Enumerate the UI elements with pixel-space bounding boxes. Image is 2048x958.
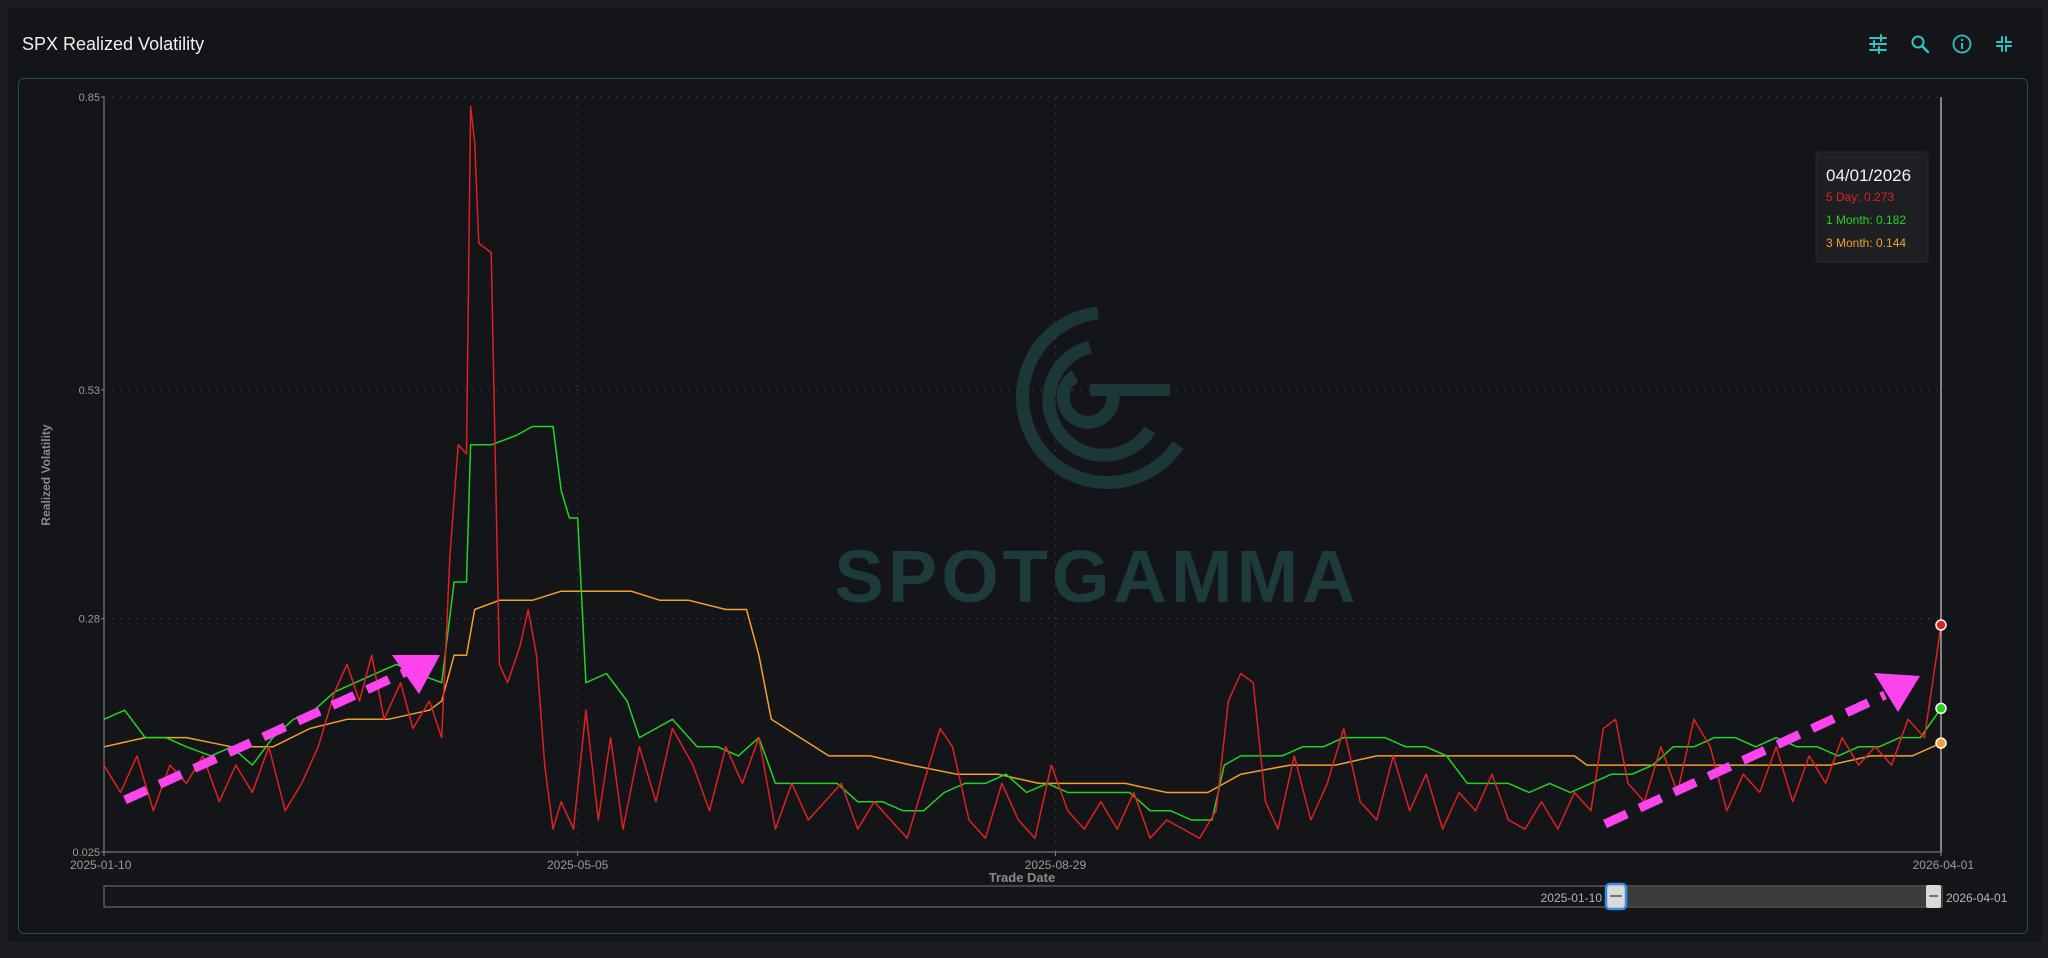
end-point-3-month: [1935, 737, 1947, 749]
tooltip: 04/01/2026 5 Day: 0.273 1 Month: 0.182 3…: [1815, 151, 1929, 263]
zoom-search-icon[interactable]: [1906, 30, 1934, 58]
collapse-icon[interactable]: [1990, 30, 2018, 58]
y-axis-label: Realized Volatility: [39, 424, 53, 525]
series-layer: [103, 105, 1942, 840]
chart-panel: [8, 8, 2042, 942]
series-line-3-month: [103, 590, 1942, 794]
annotation-arrow-right: [1603, 673, 1920, 829]
range-start-label: 2025-01-10: [1541, 891, 1603, 905]
axes: 0.025 0.28 0.53 0.85 2025-01-10 2025-05-05 202…: [70, 92, 1974, 872]
x-tick-label: 2025-05-05: [547, 858, 609, 872]
y-tick-label: 0.85: [79, 92, 100, 104]
x-axis-label: Trade Date: [989, 870, 1055, 885]
tooltip-five-day: 5 Day: 0.273: [1826, 190, 1894, 204]
x-tick-label: 2025-08-29: [1025, 858, 1087, 872]
tooltip-three-month: 3 Month: 0.144: [1826, 236, 1906, 250]
chart-frame: [18, 78, 2028, 934]
range-end-label: 2026-04-01: [1946, 891, 2008, 905]
annotation-arrow-left: [123, 655, 440, 805]
y-tick-label: 0.53: [79, 385, 100, 397]
x-tick-label: 2026-04-01: [1913, 858, 1975, 872]
end-point-5-day: [1935, 619, 1947, 631]
page-title: SPX Realized Volatility: [22, 34, 205, 54]
spotgamma-logo-watermark: [1016, 306, 1184, 489]
toolbar: [1864, 30, 2018, 58]
range-selector-window[interactable]: [1616, 887, 1942, 906]
y-tick-label: 0.025: [72, 847, 100, 859]
series-line-1-month: [103, 425, 1942, 821]
end-markers: [1935, 619, 1947, 749]
range-selector[interactable]: 2025-01-10 2026-04-01: [103, 882, 2008, 911]
range-end-handle[interactable]: [1926, 885, 1941, 908]
x-tick-label: 2025-01-10: [70, 858, 132, 872]
tooltip-date: 04/01/2026: [1826, 166, 1911, 185]
end-point-1-month: [1935, 702, 1947, 715]
grid: [104, 96, 1941, 852]
info-icon[interactable]: [1948, 30, 1976, 58]
y-tick-label: 0.28: [79, 614, 100, 626]
range-start-handle[interactable]: [1604, 882, 1628, 911]
series-line-5-day: [103, 105, 1942, 840]
settings-sliders-icon[interactable]: [1864, 30, 1892, 58]
watermark-text: SPOTGAMMA: [834, 535, 1359, 618]
tooltip-one-month: 1 Month: 0.182: [1826, 213, 1906, 227]
